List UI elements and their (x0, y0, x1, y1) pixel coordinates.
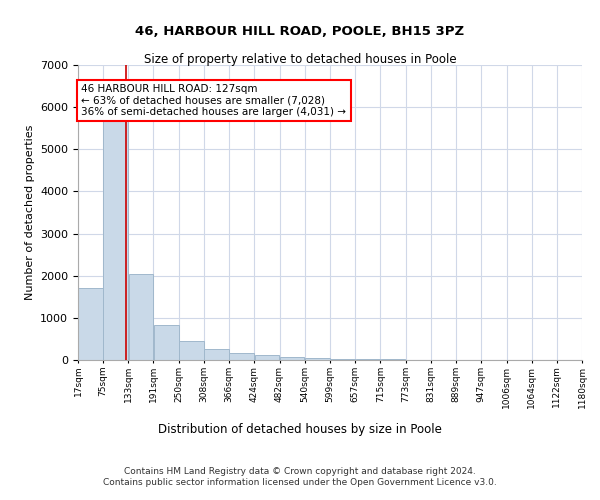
Bar (229, 352, 254, 360)
Text: Contains HM Land Registry data © Crown copyright and database right 2024.
Contai: Contains HM Land Registry data © Crown c… (103, 468, 497, 487)
Bar (205, 348, 229, 360)
Bar (179, 342, 204, 360)
Bar (356, 359, 380, 360)
Bar (128, 274, 153, 360)
Bar (305, 358, 330, 360)
Bar (254, 355, 279, 360)
Text: 46 HARBOUR HILL ROAD: 127sqm
← 63% of detached houses are smaller (7,028)
36% of: 46 HARBOUR HILL ROAD: 127sqm ← 63% of de… (82, 84, 346, 117)
Text: Distribution of detached houses by size in Poole: Distribution of detached houses by size … (158, 422, 442, 436)
Bar (280, 357, 304, 360)
Text: 46, HARBOUR HILL ROAD, POOLE, BH15 3PZ: 46, HARBOUR HILL ROAD, POOLE, BH15 3PZ (136, 25, 464, 38)
Bar (331, 358, 355, 360)
Bar (103, 116, 128, 360)
Bar (154, 325, 179, 360)
Bar (78, 288, 103, 360)
Y-axis label: Number of detached properties: Number of detached properties (25, 125, 35, 300)
Text: Size of property relative to detached houses in Poole: Size of property relative to detached ho… (143, 52, 457, 66)
